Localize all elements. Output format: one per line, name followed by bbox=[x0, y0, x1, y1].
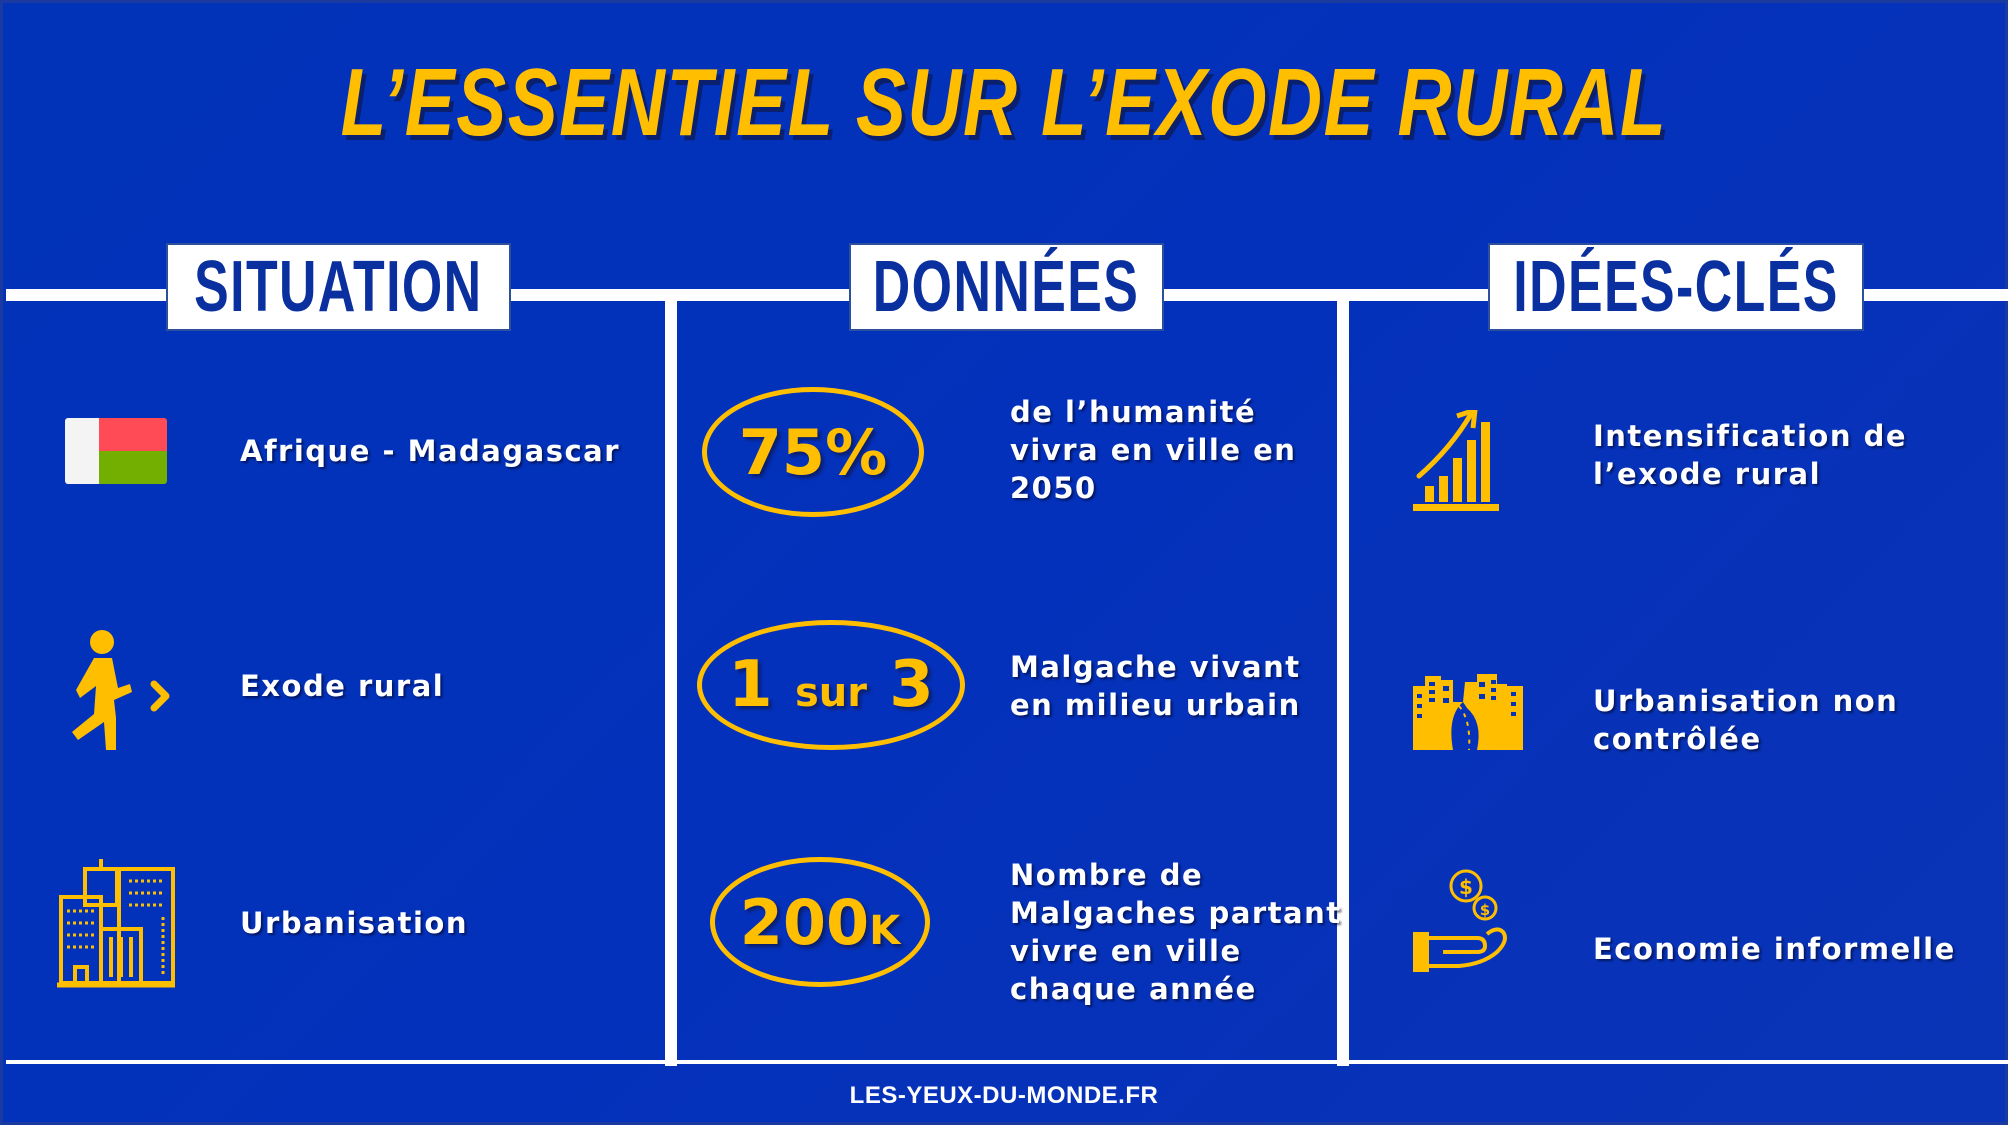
stat-value-75: 75% bbox=[738, 415, 888, 489]
idee-text-3: Economie informelle bbox=[1593, 932, 1956, 966]
stat-oval-75: 75% bbox=[702, 387, 924, 517]
footer-website: LES-YEUX-DU-MONDE.FR bbox=[849, 1082, 1159, 1109]
hand-coins-icon: $ $ bbox=[1413, 868, 1523, 974]
header-line-right bbox=[1862, 289, 2008, 301]
footer-line bbox=[6, 1060, 2008, 1064]
idee-text-2: Urbanisation non contrôlée bbox=[1593, 684, 1899, 756]
heading-situation-label: SITUATION bbox=[194, 247, 483, 327]
stat-text-200k: Nombre de Malgaches partant vivre en vil… bbox=[1010, 858, 1342, 1006]
stat-value-1-sur-3: 1 sur 3 bbox=[728, 648, 934, 722]
svg-text:$: $ bbox=[1480, 901, 1490, 919]
svg-text:$: $ bbox=[1459, 875, 1473, 899]
situation-item-1: Afrique - Madagascar bbox=[240, 434, 621, 468]
stat-value-200k: 200K bbox=[739, 885, 901, 959]
situation-item-3: Urbanisation bbox=[240, 906, 468, 940]
heading-donnees-label: DONNÉES bbox=[873, 247, 1140, 327]
header-line-mid-right bbox=[1164, 289, 1490, 301]
growth-chart-icon bbox=[1413, 407, 1519, 515]
heading-idees-cles: IDÉES-CLÉS bbox=[1488, 243, 1864, 331]
heading-idees-label: IDÉES-CLÉS bbox=[1513, 247, 1839, 327]
madagascar-flag-icon bbox=[65, 418, 167, 484]
situation-item-2: Exode rural bbox=[240, 669, 445, 703]
city-road-icon bbox=[1413, 672, 1523, 751]
heading-situation: SITUATION bbox=[166, 243, 511, 331]
idee-text-1: Intensification de l’exode rural bbox=[1593, 419, 1908, 491]
walking-person-icon bbox=[58, 626, 178, 756]
stat-oval-200k: 200K bbox=[710, 857, 930, 987]
stat-oval-1-sur-3: 1 sur 3 bbox=[697, 620, 965, 750]
column-divider-1 bbox=[665, 298, 677, 1066]
page-title: L’ESSENTIEL SUR L’EXODE RURAL bbox=[340, 49, 1668, 156]
stat-text-1-sur-3: Malgache vivant en milieu urbain bbox=[1010, 650, 1301, 722]
heading-donnees: DONNÉES bbox=[849, 243, 1164, 331]
column-divider-2 bbox=[1337, 298, 1349, 1066]
header-line-left bbox=[6, 289, 168, 301]
header-line-mid-left bbox=[511, 289, 851, 301]
stat-text-75: de l’humanité vivra en ville en 2050 bbox=[1010, 395, 1297, 505]
city-buildings-icon bbox=[55, 857, 177, 991]
